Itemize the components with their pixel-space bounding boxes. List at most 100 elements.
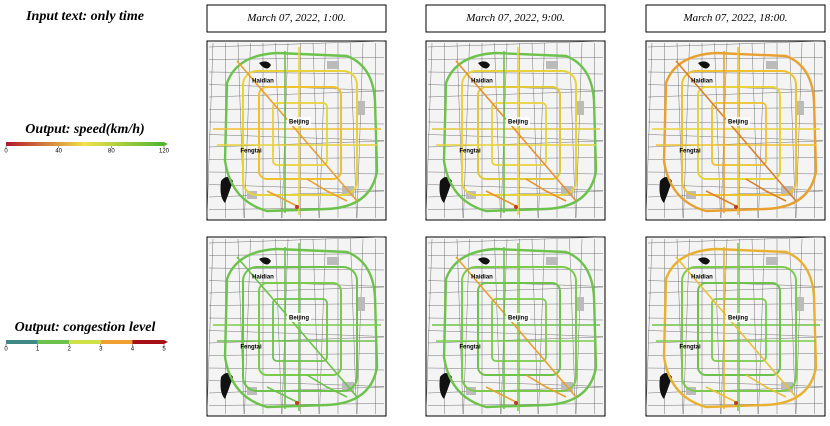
map-label: Fengtai (240, 149, 262, 155)
map-label: Haidian (252, 275, 274, 281)
map-label: Haidian (691, 275, 713, 281)
radial-road (236, 256, 358, 398)
block (357, 297, 365, 311)
map-label: Haidian (691, 79, 713, 85)
map-label: Beijing (289, 120, 309, 126)
street (427, 286, 604, 294)
street (275, 238, 282, 415)
ring-road (461, 70, 577, 196)
street (427, 157, 604, 160)
street (208, 140, 385, 148)
street (531, 42, 539, 219)
street (356, 238, 364, 415)
ring-road (258, 86, 342, 180)
column-header: March 07, 2022, 18:00. (682, 12, 787, 24)
input-label: Input text: only time (25, 9, 144, 24)
block (546, 257, 558, 265)
ring-road (258, 282, 342, 376)
block (576, 101, 584, 115)
street (647, 140, 824, 148)
colorbar-arrow (164, 142, 168, 146)
ring-road (477, 86, 561, 180)
street (538, 42, 545, 219)
map: Beijing Haidian Fengtai (206, 236, 387, 417)
street (751, 238, 759, 415)
ring-road (491, 102, 547, 166)
block (546, 61, 558, 69)
colorbar-arrow (164, 340, 168, 344)
ring-road (681, 266, 797, 392)
ring-road (477, 282, 561, 376)
street (647, 330, 824, 337)
street (427, 303, 604, 306)
street (427, 134, 604, 141)
radial-road (266, 374, 348, 403)
map-label: Beijing (289, 316, 309, 322)
block (327, 61, 339, 69)
block (766, 61, 778, 69)
street (647, 336, 824, 344)
street (427, 107, 604, 110)
hotspot (514, 205, 518, 209)
street (427, 90, 604, 98)
street (427, 140, 604, 148)
map-label: Fengtai (459, 149, 481, 155)
street (427, 330, 604, 337)
legend-title: Output: speed(km/h) (25, 122, 144, 137)
ring-road (461, 266, 577, 392)
block (766, 257, 778, 265)
map-label: Fengtai (240, 345, 262, 351)
street (427, 57, 604, 60)
tick-label: 0 (4, 149, 8, 155)
tick-label: 80 (108, 149, 115, 155)
colorbar-segment (6, 340, 38, 344)
map-label: Fengtai (459, 345, 481, 351)
radial-road (705, 178, 787, 207)
street (758, 42, 765, 219)
radial-road (455, 256, 577, 398)
ring-road (711, 298, 767, 362)
label-bg (726, 117, 750, 126)
street (208, 90, 385, 98)
block (327, 257, 339, 265)
map: Beijing Haidian Fengtai (206, 40, 387, 221)
column-header: March 07, 2022, 9:00. (465, 12, 565, 24)
water (220, 61, 271, 204)
water (439, 61, 490, 204)
ring-road (697, 86, 781, 180)
tick-label: 3 (99, 347, 103, 353)
street (208, 134, 385, 141)
colorbar (6, 142, 164, 146)
label-bg (726, 313, 750, 322)
block (796, 297, 804, 311)
map: Beijing Haidian Fengtai (425, 40, 606, 221)
tick-label: 2 (68, 347, 72, 353)
radial-road (455, 60, 577, 202)
street (647, 267, 824, 271)
water (220, 257, 271, 399)
map-label: Fengtai (679, 345, 701, 351)
map-label: Fengtai (679, 149, 701, 155)
street (575, 42, 583, 219)
map-label: Haidian (252, 79, 274, 85)
ring-road (272, 102, 328, 166)
ring-road (242, 266, 358, 392)
hotspot (514, 401, 518, 405)
column-header-box (645, 4, 826, 33)
street (647, 253, 824, 256)
column-header: March 07, 2022, 1:00. (246, 12, 346, 24)
ring-road (242, 70, 358, 196)
label-bg (506, 117, 530, 126)
tick-label: 4 (131, 347, 135, 353)
hotspot (734, 401, 738, 405)
water (659, 61, 710, 204)
map-label: Beijing (508, 316, 528, 322)
ring-road (442, 51, 598, 213)
hotspot (295, 205, 299, 209)
hotspot (734, 205, 738, 209)
column-header-box (206, 4, 387, 33)
street (208, 57, 385, 60)
street (427, 336, 604, 344)
radial-road (485, 178, 567, 207)
colorbar-segment (37, 340, 70, 344)
